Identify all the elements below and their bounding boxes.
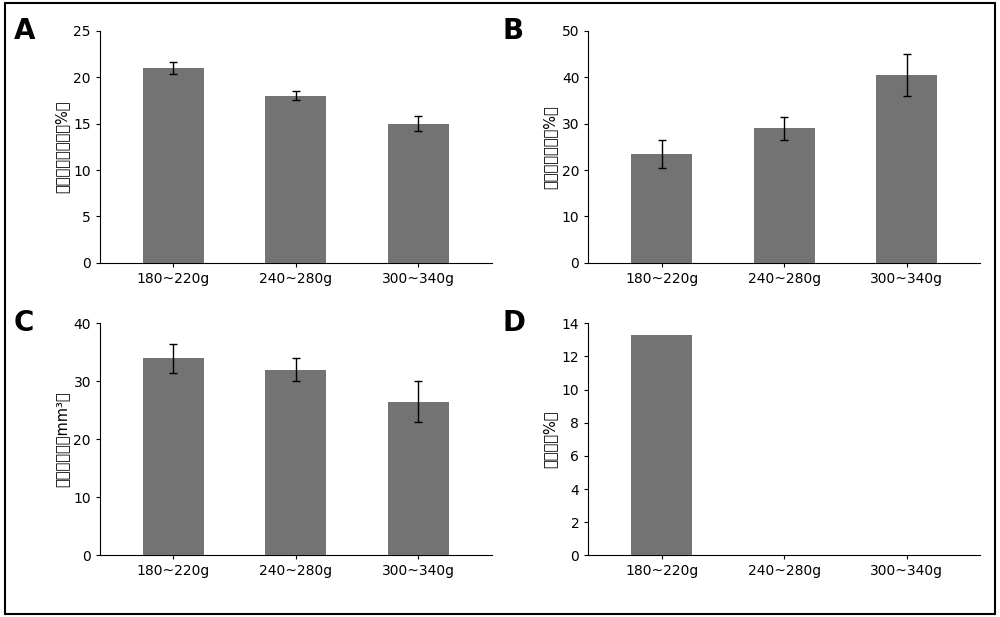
Bar [143, 358, 204, 555]
Bar [265, 96, 326, 263]
Bar [143, 68, 204, 263]
Bar [754, 128, 815, 263]
Bar [631, 154, 692, 263]
Text: D: D [502, 309, 525, 337]
Text: A: A [14, 17, 35, 45]
Y-axis label: 左前肢失足率（%）: 左前肢失足率（%） [543, 105, 558, 189]
Bar [631, 335, 692, 555]
Bar [876, 75, 937, 263]
Y-axis label: 胶布移除时间比（%）: 胶布移除时间比（%） [54, 101, 69, 193]
Bar [388, 123, 449, 263]
Bar [265, 370, 326, 555]
Y-axis label: 脑梗死体积（mm³）: 脑梗死体积（mm³） [54, 391, 69, 487]
Y-axis label: 死亡率（%）: 死亡率（%） [543, 410, 558, 468]
Bar [388, 402, 449, 555]
Text: B: B [502, 17, 523, 45]
Text: C: C [14, 309, 34, 337]
